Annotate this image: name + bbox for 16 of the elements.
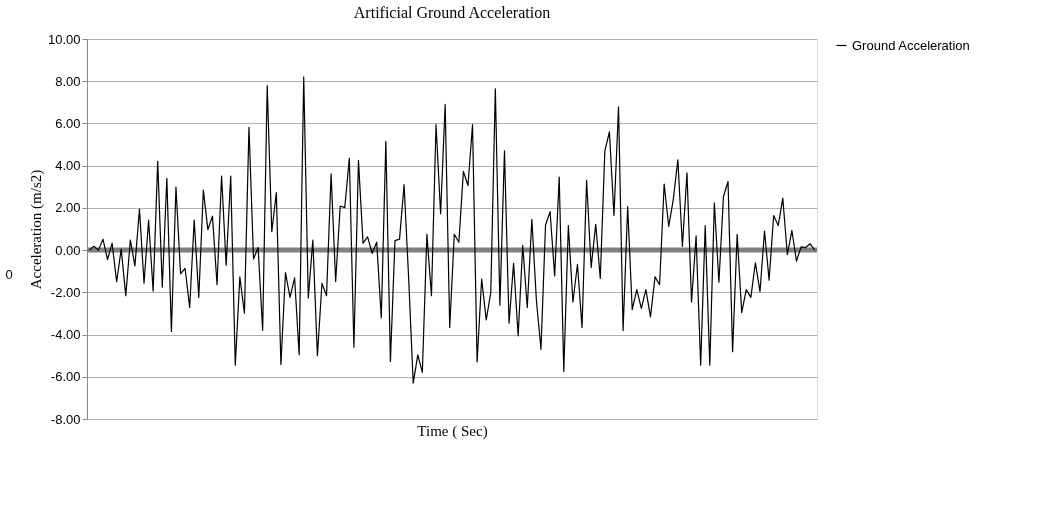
legend-label: Ground Acceleration (852, 37, 970, 53)
y-tick-label: 8.00 (55, 73, 81, 89)
chart-title: Artificial Ground Acceleration (353, 4, 551, 21)
y-tick-label: 0.00 (55, 242, 81, 258)
y-tick-label: -2.00 (50, 284, 81, 300)
y-axis-title: Acceleration (m/s2) (27, 169, 45, 290)
y-tick-label: 4.00 (55, 158, 81, 174)
y-tick-label: 10.00 (47, 31, 81, 47)
x-axis-title: Time ( Sec) (417, 422, 488, 440)
line-series (88, 76, 816, 384)
y-tick-label: 6.00 (55, 115, 81, 131)
y-tick-label: 2.00 (55, 200, 81, 216)
text: 0 (5, 266, 13, 282)
y-tick-label: -8.00 (50, 411, 81, 427)
y-tick-label: -6.00 (50, 369, 81, 385)
y-tick-label: -4.00 (50, 327, 81, 343)
